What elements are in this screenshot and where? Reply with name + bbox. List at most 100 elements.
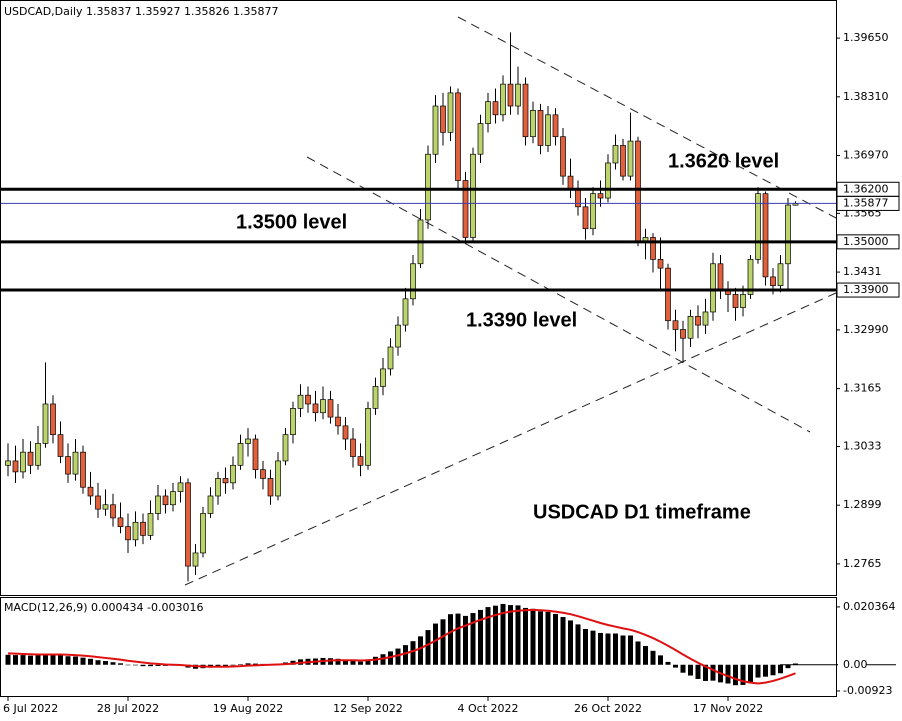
y-tick-label: 1.36970 — [843, 149, 889, 162]
macd-bar — [140, 664, 146, 667]
macd-bar — [28, 655, 33, 665]
macd-bar — [583, 628, 588, 665]
macd-bar — [530, 608, 536, 665]
x-tick-label: 4 Oct 2022 — [457, 702, 518, 715]
candle-body — [132, 521, 139, 541]
candle-body — [477, 123, 484, 155]
candle-body — [267, 478, 274, 497]
candle-body — [522, 83, 529, 138]
candle-body — [27, 451, 34, 466]
candle-body — [357, 456, 364, 466]
candle-body — [440, 105, 446, 133]
candle-body — [110, 504, 116, 519]
price-panel — [0, 0, 837, 596]
x-tick-label: 17 Nov 2022 — [693, 702, 763, 715]
macd-bar — [440, 619, 446, 665]
y-tick-label: 1.3165 — [843, 382, 882, 395]
candle-body — [65, 456, 71, 475]
candle-body — [597, 193, 604, 199]
candle-body — [207, 495, 214, 514]
candle-body — [507, 83, 514, 107]
level-label-box — [836, 282, 900, 298]
candle-body — [155, 495, 161, 514]
macd-bar — [433, 623, 438, 665]
candle-body — [470, 153, 476, 238]
annotation: USDCAD D1 timeframe — [533, 501, 751, 523]
zero-label-box — [838, 657, 866, 672]
macd-bar — [88, 658, 93, 665]
candle-body — [260, 469, 266, 479]
x-tick-label: 28 Jul 2022 — [97, 702, 159, 715]
candle-body — [485, 101, 491, 124]
candle-body — [72, 451, 79, 475]
candle-body — [552, 114, 559, 138]
macd-bar — [13, 655, 18, 665]
macd-bar — [748, 664, 753, 683]
candle-body — [335, 416, 341, 427]
candle-body — [50, 403, 56, 435]
candle-body — [237, 443, 244, 466]
candle-body — [545, 114, 551, 146]
macd-bar — [755, 664, 761, 678]
macd-bar — [470, 613, 476, 665]
candle-body — [297, 394, 304, 409]
macd-bar — [245, 663, 251, 665]
candle-body — [567, 175, 574, 190]
candle-body — [612, 145, 619, 164]
candle-body — [455, 92, 461, 181]
candle-body — [665, 267, 671, 322]
macd-bar — [448, 614, 453, 665]
macd-bar — [628, 635, 633, 665]
candle-body — [35, 443, 41, 466]
level-label: 1.33900 — [843, 283, 889, 296]
candle-body — [462, 180, 469, 238]
macd-title: MACD(12,26,9) 0.000434 -0.003016 — [4, 601, 203, 614]
level-label-box — [836, 234, 900, 250]
macd-bar — [43, 654, 48, 665]
macd-bar — [455, 613, 461, 665]
y-tick-label: 1.3431 — [843, 265, 882, 278]
candle-body — [680, 329, 686, 339]
candle-body — [717, 263, 724, 291]
candle-body — [372, 386, 379, 409]
x-tick-label: 19 Aug 2022 — [213, 702, 283, 715]
candle-body — [672, 320, 679, 330]
y-tick-label: 1.38310 — [843, 90, 889, 103]
macd-bar — [590, 630, 596, 665]
macd-bar — [485, 607, 491, 665]
y-tick-label: -0.00923 — [843, 684, 892, 697]
macd-bar — [778, 664, 783, 674]
macd-bar — [703, 664, 708, 681]
candle-body — [215, 478, 221, 497]
candle-body — [402, 298, 409, 326]
candle-body — [492, 101, 499, 116]
candle-body — [582, 206, 589, 230]
macd-bar — [793, 663, 798, 665]
candle-body — [290, 408, 296, 435]
macd-bar — [425, 630, 431, 665]
candle-body — [57, 434, 64, 457]
macd-bar — [373, 656, 378, 665]
candle-body — [80, 451, 86, 488]
candle-body — [515, 83, 521, 107]
macd-bar — [545, 611, 551, 665]
macd-panel — [0, 597, 837, 697]
candle-body — [500, 83, 506, 116]
candle-body — [395, 324, 401, 348]
candle-body — [177, 482, 184, 492]
macd-bar — [418, 636, 423, 665]
level-label: 1.36200 — [843, 182, 889, 195]
macd-bar — [223, 664, 228, 667]
candle-body — [762, 193, 769, 278]
y-tick-label: 1.39650 — [843, 31, 889, 44]
candle-body — [432, 105, 439, 155]
candle-body — [200, 513, 206, 554]
candle-body — [755, 193, 761, 260]
macd-bar — [613, 633, 618, 665]
macd-bar — [335, 658, 341, 665]
candle-body — [590, 193, 596, 230]
x-tick-label: 6 Jul 2022 — [3, 702, 58, 715]
candle-body — [230, 464, 236, 484]
macd-bar — [395, 648, 401, 665]
